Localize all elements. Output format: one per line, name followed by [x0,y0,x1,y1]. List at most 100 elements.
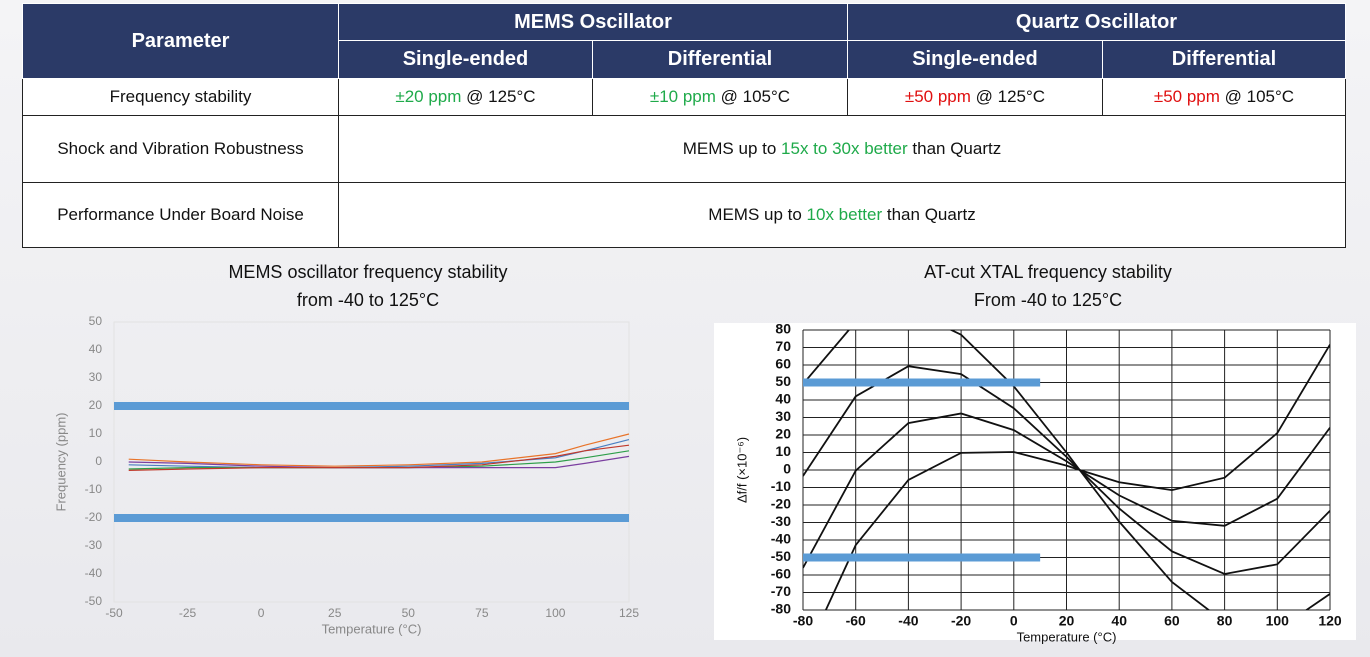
header-cell: Differential [592,40,848,79]
cell-text: ±50 ppm [904,87,971,106]
y-tick-label: -70 [771,583,791,599]
header-cell: Parameter [22,3,339,79]
row-label: Shock and Vibration Robustness [22,115,339,183]
header-cell: Quartz Oscillator [847,3,1346,41]
xtal-panel [714,323,1356,640]
chart-title: MEMS oscillator frequency stability [228,262,507,282]
header-cell: MEMS Oscillator [338,3,848,41]
y-tick-label: -50 [85,594,103,608]
cell-text: @ 105°C [1219,87,1295,106]
x-tick-label: 40 [1111,613,1127,629]
x-tick-label: 25 [328,606,342,620]
y-tick-label: -10 [85,482,103,496]
series-line [824,344,1330,610]
x-tick-label: -80 [793,613,813,629]
series-line [803,365,1330,575]
y-tick-label: 30 [89,370,103,384]
cell-text: ±10 ppm [649,87,716,106]
x-tick-label: -20 [951,613,971,629]
x-tick-label: 0 [1010,613,1018,629]
header-cell: Differential [1102,40,1346,79]
y-tick-label: 0 [95,454,102,468]
series-line [128,444,630,471]
table-row: Frequency stability ±20 ppm @ 125°C ±10 pp… [22,78,1346,116]
x-tick-label: -50 [105,606,123,620]
x-tick-label: 50 [402,606,416,620]
table-row: Performance Under Board Noise MEMS up to … [22,182,1346,248]
chart-title: from -40 to 125°C [297,290,439,310]
cell-text: @ 125°C [970,87,1046,106]
y-tick-label: 10 [89,426,103,440]
x-tick-label: 60 [1164,613,1180,629]
y-tick-label: -80 [771,601,791,617]
y-tick-label: 30 [775,408,791,424]
series-group [803,330,1330,610]
cell: ±10 ppm @ 105°C [592,78,848,116]
y-tick-label: 70 [775,338,791,354]
cell: MEMS up to 10x better than Quartz [338,182,1346,248]
y-tick-label: -40 [771,531,791,547]
y-tick-label: 50 [89,314,103,328]
x-tick-label: 80 [1217,613,1233,629]
y-tick-label: -30 [771,513,791,529]
comparison-table: Parameter MEMS Oscillator Quartz Oscilla… [22,3,1346,248]
cell-text: @ 105°C [715,87,791,106]
x-axis-label: Temperature (°C) [322,621,422,636]
y-tick-label: 20 [775,426,791,442]
row-label: Frequency stability [22,78,339,116]
x-tick-label: -25 [179,606,197,620]
cell-text: 10x better [806,205,883,224]
series-line [128,433,630,467]
y-tick-label: 0 [783,461,791,477]
cell: ±50 ppm @ 125°C [847,78,1103,116]
cell-text: than Quartz [907,139,1002,158]
y-tick-label: -50 [771,548,791,564]
x-tick-label: 75 [475,606,489,620]
chart-title: From -40 to 125°C [974,290,1122,310]
x-tick-label: 0 [258,606,265,620]
y-tick-label: -60 [771,566,791,582]
y-tick-label: 10 [775,443,791,459]
cell-text: ±50 ppm [1153,87,1220,106]
y-axis-label: Δf/f (×10⁻⁶) [734,437,749,503]
y-tick-label: -40 [85,566,103,580]
row-label: Performance Under Board Noise [22,182,339,248]
cell-text: 15x to 30x better [781,139,908,158]
cell: ±50 ppm @ 105°C [1102,78,1346,116]
y-tick-label: 80 [775,321,791,337]
y-tick-label: 40 [89,342,103,356]
header-cell: Single-ended [338,40,593,79]
series-line [803,330,1330,610]
y-tick-label: 60 [775,356,791,372]
series-line [803,412,1330,569]
cell: MEMS up to 15x to 30x better than Quartz [338,115,1346,183]
y-tick-label: -20 [85,510,103,524]
cell: ±20 ppm @ 125°C [338,78,593,116]
cell-text: ±20 ppm [395,87,462,106]
y-tick-label: 40 [775,391,791,407]
chart-title: AT-cut XTAL frequency stability [924,262,1172,282]
y-tick-label: 20 [89,398,103,412]
series-group [128,433,630,471]
x-tick-label: -60 [846,613,866,629]
cell-text: than Quartz [882,205,976,224]
x-tick-label: 120 [1318,613,1342,629]
cell-text: MEMS up to [708,205,807,224]
x-tick-label: 100 [1266,613,1290,629]
y-tick-label: -30 [85,538,103,552]
x-tick-label: 100 [545,606,565,620]
y-tick-label: -10 [771,478,791,494]
table-row: Shock and Vibration Robustness MEMS up to… [22,115,1346,183]
x-tick-label: 20 [1059,613,1075,629]
cell-text: @ 125°C [461,87,536,106]
x-tick-label: -40 [898,613,918,629]
y-axis-label: Frequency (ppm) [53,413,68,512]
header-cell: Single-ended [847,40,1103,79]
plot-frame [113,321,630,603]
x-tick-label: 125 [619,606,639,620]
y-tick-label: -20 [771,496,791,512]
cell-text: MEMS up to [682,139,782,158]
y-tick-label: 50 [775,373,791,389]
